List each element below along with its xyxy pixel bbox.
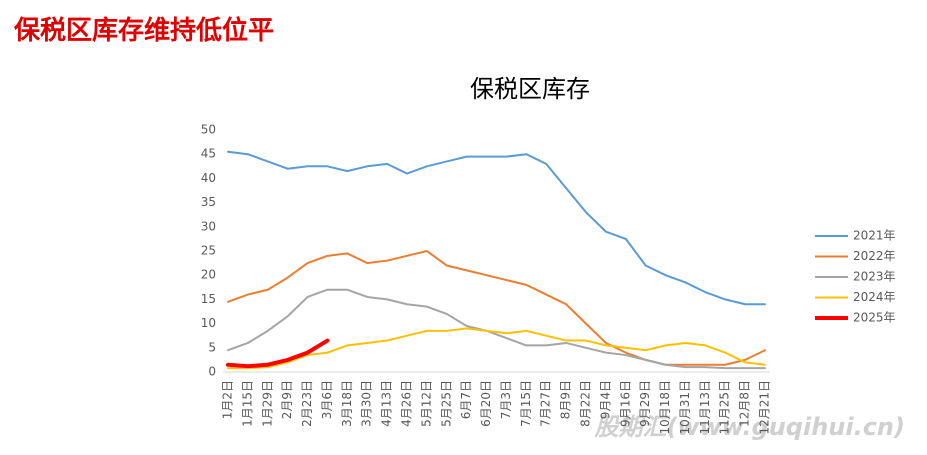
x-tick-label: 10月31日 [678, 380, 692, 435]
legend-label: 2022年 [853, 249, 896, 263]
y-tick-label: 15 [201, 292, 216, 306]
x-tick-label: 3月6日 [320, 380, 334, 419]
y-tick-label: 5 [208, 340, 216, 354]
y-tick-label: 10 [201, 316, 216, 330]
x-tick-label: 6月7日 [459, 380, 473, 419]
x-tick-label: 2月9日 [280, 380, 294, 419]
x-tick-label: 7月3日 [499, 380, 513, 419]
y-tick-label: 35 [201, 195, 216, 209]
x-tick-label: 1月15日 [240, 380, 254, 427]
legend-label: 2025年 [853, 311, 896, 325]
x-tick-label: 3月30日 [360, 380, 374, 427]
series-line [227, 288, 766, 370]
y-tick-label: 0 [208, 365, 216, 379]
watermark: 股期汇(www.guqihui.cn) [593, 413, 905, 441]
x-tick-label: 10月18日 [658, 380, 672, 435]
y-tick-label: 20 [201, 268, 216, 282]
x-tick-label: 8月22日 [579, 380, 593, 427]
legend-label: 2024年 [853, 290, 896, 304]
x-tick-label: 7月27日 [539, 380, 553, 427]
series-line [227, 250, 766, 366]
legend-label: 2021年 [853, 229, 896, 243]
x-tick-label: 9月16日 [618, 380, 632, 427]
x-tick-label: 4月26日 [400, 380, 414, 427]
x-tick-label: 3月18日 [340, 380, 354, 427]
x-tick-label: 12月8日 [738, 380, 752, 427]
chart-title: 保税区库存 [470, 75, 590, 103]
y-tick-label: 40 [201, 171, 216, 185]
legend-label: 2023年 [853, 270, 896, 284]
x-tick-label: 2月23日 [300, 380, 314, 427]
x-tick-label: 11月13日 [698, 380, 712, 435]
y-tick-label: 50 [201, 123, 216, 137]
x-tick-label: 6月20日 [479, 380, 493, 427]
x-tick-label: 8月9日 [559, 380, 573, 419]
x-tick-label: 4月13日 [380, 380, 394, 427]
y-tick-label: 45 [201, 147, 216, 161]
series-line [226, 338, 330, 369]
page-title: 保税区库存维持低位平 [14, 16, 275, 46]
series-line [227, 327, 766, 370]
x-tick-label: 5月12日 [419, 380, 433, 427]
y-tick-label: 30 [201, 219, 216, 233]
x-tick-label: 9月4日 [598, 380, 612, 419]
series-line [227, 150, 766, 306]
x-tick-label: 7月15日 [519, 380, 533, 427]
x-tick-label: 1月29日 [260, 380, 274, 427]
x-tick-label: 11月25日 [718, 380, 732, 435]
x-tick-label: 1月2日 [221, 380, 235, 419]
x-tick-label: 9月29日 [638, 380, 652, 427]
x-tick-label: 5月25日 [439, 380, 453, 427]
y-tick-label: 25 [201, 244, 216, 258]
x-tick-label: 12月21日 [758, 380, 772, 435]
